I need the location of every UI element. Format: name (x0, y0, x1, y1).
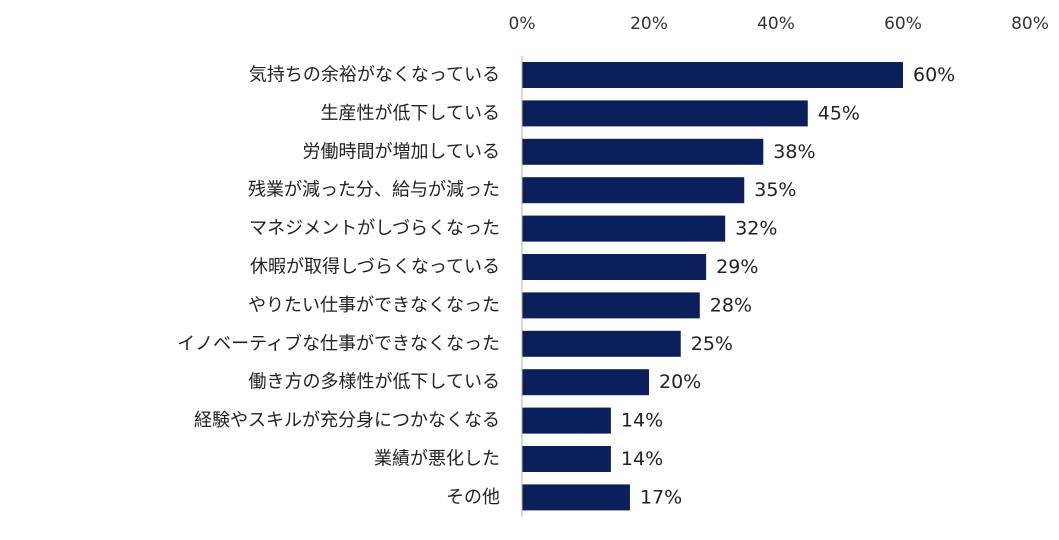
category-label: 生産性が低下している (321, 103, 500, 124)
bar (522, 215, 726, 242)
bar (522, 100, 808, 127)
x-tick-label: 40% (757, 14, 795, 34)
bar (522, 138, 764, 165)
bar (522, 484, 630, 511)
bar (522, 407, 611, 434)
x-tick-label: 0% (509, 14, 536, 34)
category-label: 業績が悪化した (374, 449, 500, 470)
category-label: 残業が減った分、給与が減った (248, 180, 500, 201)
bar (522, 330, 681, 357)
data-label: 28% (710, 294, 752, 316)
category-label: 気持ちの余裕がなくなっている (249, 65, 500, 86)
bar (522, 62, 903, 88)
data-label: 29% (716, 256, 758, 278)
category-label: 経験やスキルが充分身につかなくなる (194, 410, 500, 431)
x-tick-label: 20% (630, 14, 668, 34)
bars (522, 62, 903, 511)
bar (522, 446, 611, 472)
bar (522, 369, 649, 396)
bar (522, 177, 745, 204)
data-label: 32% (735, 218, 777, 240)
data-label: 17% (640, 486, 682, 508)
x-axis-ticks: 0% 20% 40% 60% 80% (509, 14, 1049, 34)
category-label: イノベーティブな仕事ができなくなった (177, 332, 500, 354)
bar (522, 292, 700, 319)
x-tick-label: 60% (884, 14, 922, 34)
category-label: やりたい仕事ができなくなった (248, 295, 500, 316)
data-label: 45% (818, 102, 860, 124)
data-label: 14% (621, 448, 663, 470)
data-label: 35% (754, 179, 796, 201)
category-labels: 気持ちの余裕がなくなっている生産性が低下している労働時間が増加している残業が減っ… (177, 65, 500, 508)
x-tick-label: 80% (1011, 14, 1049, 34)
data-label: 14% (621, 410, 663, 432)
category-label: 休暇が取得しづらくなっている (250, 257, 500, 278)
category-label: マネジメントがしづらくなった (249, 218, 500, 239)
data-labels: 60% 45%38% 35% 32% 29% 28% 25% 20% 14% 14% 17% (621, 64, 955, 508)
category-label: その他 (446, 487, 500, 508)
category-label: 労働時間が増加している (303, 141, 500, 162)
data-label: 25% (691, 333, 733, 355)
bar (522, 254, 707, 280)
data-label: 20% (659, 371, 701, 393)
data-label: 38% (773, 141, 815, 163)
category-label: 働き方の多様性が低下している (249, 372, 500, 393)
data-label: 60% (913, 64, 955, 86)
